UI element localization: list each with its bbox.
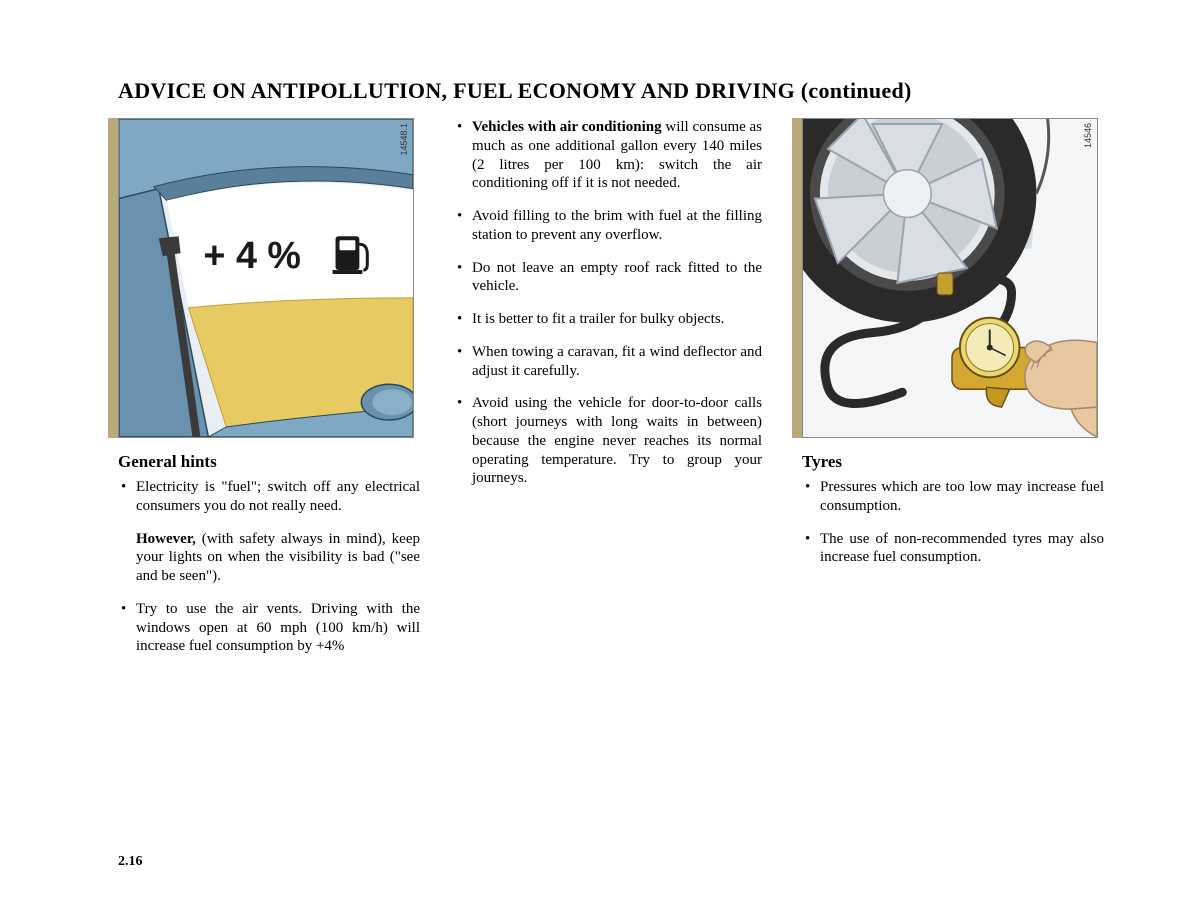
- fuel-increase-text: + 4 %: [203, 234, 301, 276]
- list-item: Electricity is "fuel"; switch off any el…: [118, 478, 420, 516]
- list-item: Avoid filling to the brim with fuel at t…: [454, 207, 762, 245]
- tyres-heading: Tyres: [802, 452, 1104, 472]
- list-item-ac: Vehicles with air conditioning will cons…: [454, 118, 762, 193]
- list-item: When towing a caravan, fit a wind deflec…: [454, 343, 762, 381]
- column-1: 14548.1 + 4 %: [108, 118, 424, 670]
- car-window-illustration: + 4 %: [119, 119, 413, 437]
- list-item: Avoid using the vehicle for door-to-door…: [454, 394, 762, 488]
- list-item: Do not leave an empty roof rack fitted t…: [454, 259, 762, 297]
- page-title: ADVICE ON ANTIPOLLUTION, FUEL ECONOMY AN…: [118, 78, 912, 104]
- accent-bar-left: [108, 118, 118, 438]
- general-hints-list-1: Electricity is "fuel"; switch off any el…: [118, 478, 420, 516]
- accent-bar-right: [792, 118, 802, 438]
- list-item: The use of non-recommended tyres may als…: [802, 530, 1104, 568]
- column-3: 14546: [792, 118, 1108, 670]
- list-item: It is better to fit a trailer for bulky …: [454, 310, 762, 329]
- list-item: Try to use the air vents. Driving with t…: [118, 600, 420, 656]
- however-bold: However,: [136, 531, 196, 547]
- however-paragraph: However, (with safety always in mind), k…: [118, 530, 420, 586]
- ac-bold: Vehicles with air conditioning: [472, 119, 662, 135]
- figure-car-window: 14548.1 + 4 %: [118, 118, 414, 438]
- general-hints-heading: General hints: [118, 452, 420, 472]
- tyres-list: Pressures which are too low may increase…: [802, 478, 1104, 567]
- hand-illustration: [1025, 340, 1097, 409]
- list-item: Pressures which are too low may increase…: [802, 478, 1104, 516]
- figure-ref-label: 14546: [1083, 123, 1093, 148]
- tyre-illustration: [803, 119, 1097, 437]
- center-bullet-list: Vehicles with air conditioning will cons…: [454, 118, 762, 488]
- columns: 14548.1 + 4 %: [108, 118, 1108, 670]
- figure-ref-label: 14548.1: [399, 123, 409, 156]
- column-2: Vehicles with air conditioning will cons…: [450, 118, 766, 670]
- page-number: 2.16: [118, 854, 143, 870]
- figure-tyre-pressure: 14546: [802, 118, 1098, 438]
- general-hints-list-2: Try to use the air vents. Driving with t…: [118, 600, 420, 656]
